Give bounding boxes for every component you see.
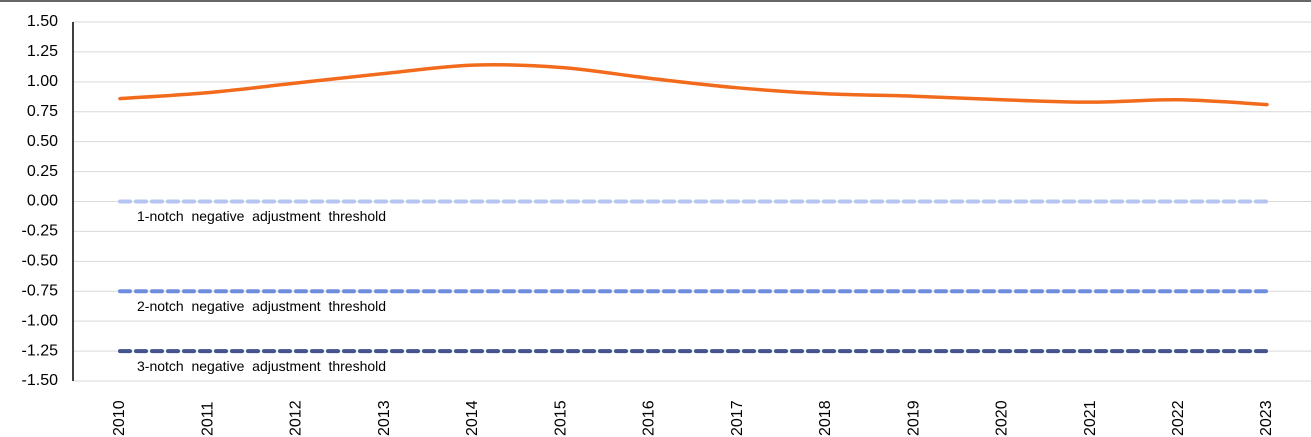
y-tick-label: 0.50 bbox=[27, 133, 58, 150]
y-tick-label: -0.25 bbox=[22, 223, 59, 240]
y-tick-label: -1.00 bbox=[22, 312, 59, 329]
x-tick-label: 2014 bbox=[464, 400, 481, 436]
x-tick-label: 2012 bbox=[288, 400, 305, 436]
x-tick-label: 2017 bbox=[729, 400, 746, 436]
y-tick-label: -0.50 bbox=[22, 253, 59, 270]
y-tick-label: 0.00 bbox=[27, 193, 58, 210]
x-tick-label: 2015 bbox=[552, 400, 569, 436]
y-tick-label: -0.75 bbox=[22, 282, 59, 299]
y-tick-label: 1.25 bbox=[27, 43, 58, 60]
y-tick-label: -1.50 bbox=[22, 372, 59, 389]
x-tick-label: 2018 bbox=[817, 400, 834, 436]
x-tick-label: 2019 bbox=[905, 400, 922, 436]
threshold-label: 2-notch negative adjustment threshold bbox=[137, 298, 386, 314]
x-tick-label: 2021 bbox=[1082, 400, 1099, 436]
threshold-label: 1-notch negative adjustment threshold bbox=[137, 208, 386, 224]
x-tick-label: 2013 bbox=[376, 400, 393, 436]
x-tick-label: 2022 bbox=[1170, 400, 1187, 436]
x-tick-label: 2020 bbox=[994, 400, 1011, 436]
x-tick-label: 2011 bbox=[199, 401, 216, 436]
y-tick-label: -1.25 bbox=[22, 342, 59, 359]
y-tick-label: 1.00 bbox=[27, 73, 58, 90]
x-tick-label: 2016 bbox=[641, 400, 658, 436]
y-tick-label: 0.75 bbox=[27, 103, 58, 120]
x-tick-label: 2010 bbox=[111, 400, 128, 436]
x-tick-label: 2023 bbox=[1258, 400, 1275, 436]
series-line bbox=[118, 62, 1269, 107]
y-tick-label: 1.50 bbox=[27, 13, 58, 30]
threshold-label: 3-notch negative adjustment threshold bbox=[137, 358, 386, 374]
y-tick-label: 0.25 bbox=[27, 163, 58, 180]
